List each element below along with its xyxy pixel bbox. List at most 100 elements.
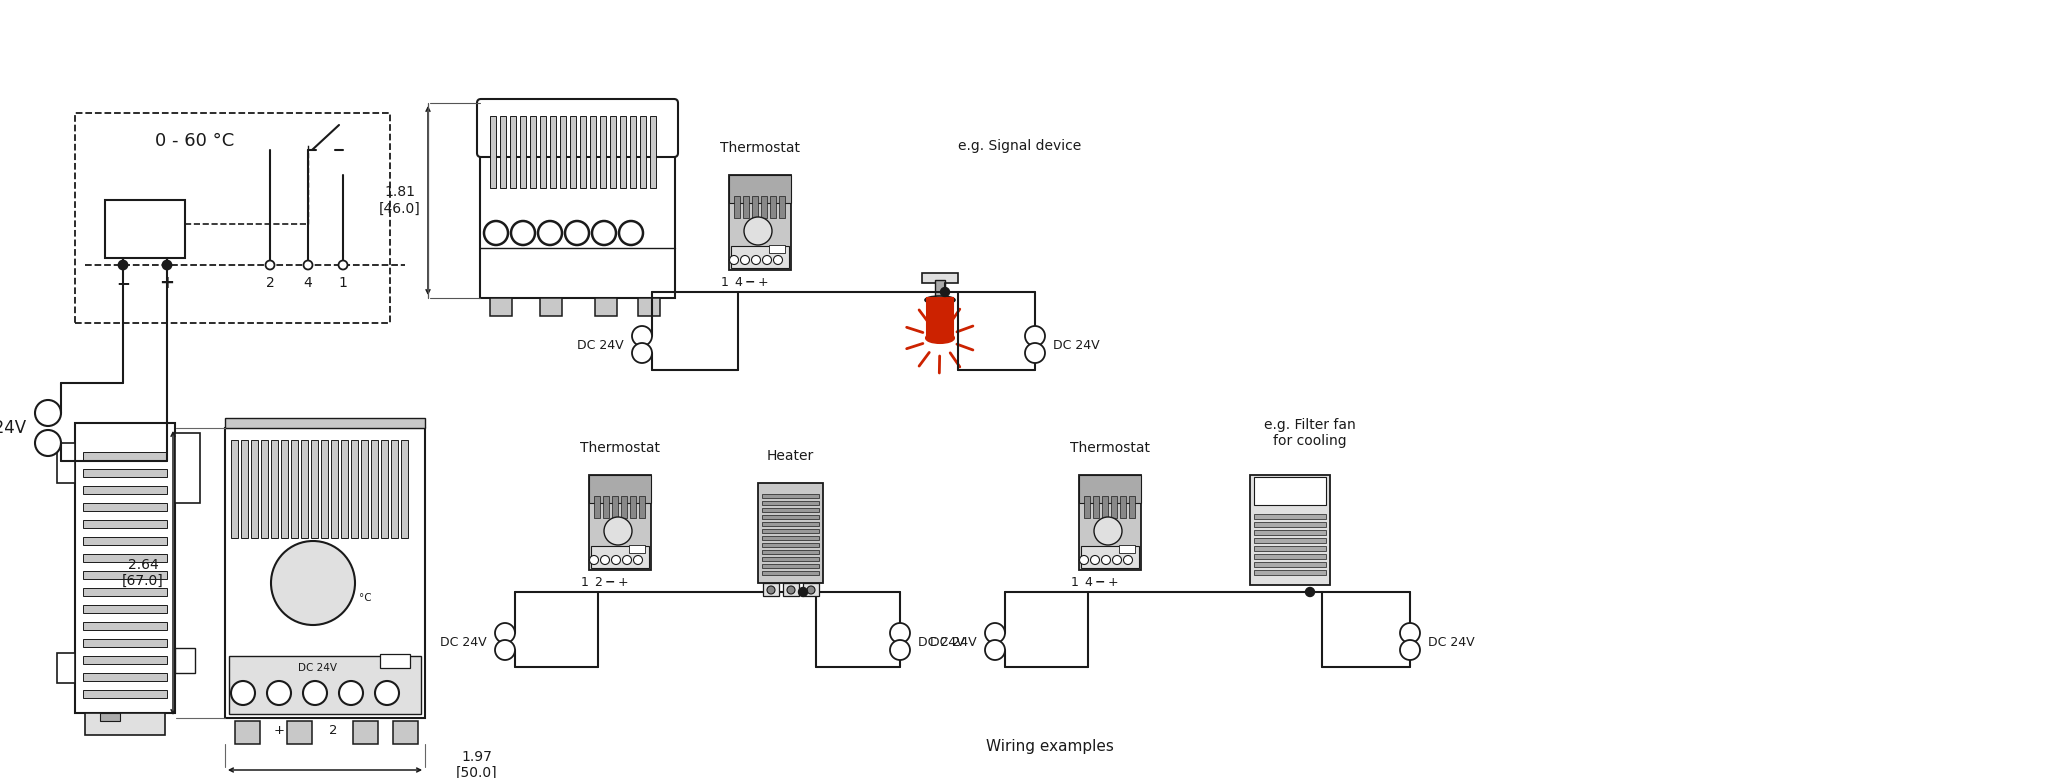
- Circle shape: [786, 586, 795, 594]
- Text: −: −: [604, 576, 614, 588]
- Bar: [332, 440, 338, 538]
- Bar: [762, 501, 819, 505]
- Bar: [782, 583, 799, 596]
- Bar: [84, 554, 168, 562]
- Bar: [928, 298, 952, 338]
- Bar: [84, 588, 168, 596]
- Bar: [229, 656, 422, 714]
- Bar: [762, 529, 819, 533]
- Bar: [639, 496, 645, 518]
- Bar: [1081, 546, 1139, 568]
- Text: +: +: [1108, 576, 1118, 588]
- Bar: [174, 433, 201, 503]
- Bar: [1120, 496, 1126, 518]
- Circle shape: [592, 221, 616, 245]
- Text: +: +: [637, 346, 647, 360]
- Bar: [764, 583, 778, 596]
- Text: 1: 1: [582, 576, 590, 588]
- Bar: [762, 543, 819, 547]
- Text: $<\vartheta$: $<\vartheta$: [127, 220, 162, 238]
- Circle shape: [496, 623, 514, 643]
- Bar: [500, 116, 506, 188]
- Circle shape: [729, 255, 739, 265]
- Text: 1: 1: [401, 724, 410, 738]
- Bar: [301, 440, 307, 538]
- Text: DC 24V: DC 24V: [737, 248, 766, 258]
- Text: Thermostat: Thermostat: [1069, 441, 1151, 455]
- Circle shape: [891, 640, 909, 660]
- Circle shape: [807, 586, 815, 594]
- Text: +: +: [895, 643, 905, 657]
- Bar: [936, 280, 944, 298]
- Text: −: −: [41, 405, 55, 420]
- Circle shape: [303, 261, 313, 269]
- Circle shape: [162, 261, 172, 269]
- Circle shape: [600, 555, 610, 565]
- Bar: [104, 200, 184, 258]
- Bar: [762, 564, 819, 568]
- Bar: [86, 713, 166, 735]
- Bar: [291, 440, 299, 538]
- Bar: [391, 440, 397, 538]
- Ellipse shape: [926, 296, 954, 304]
- Circle shape: [35, 430, 61, 456]
- Bar: [631, 116, 637, 188]
- Bar: [731, 246, 788, 268]
- Text: 60: 60: [317, 550, 330, 559]
- Bar: [580, 116, 586, 188]
- Circle shape: [270, 541, 354, 625]
- Text: 20: 20: [281, 563, 293, 573]
- Text: +: +: [41, 436, 55, 450]
- Bar: [352, 721, 379, 744]
- Circle shape: [483, 221, 508, 245]
- Bar: [1253, 530, 1325, 535]
- Text: −: −: [1030, 330, 1040, 342]
- Bar: [381, 440, 387, 538]
- Bar: [1249, 475, 1329, 585]
- Text: Thermostat: Thermostat: [721, 141, 801, 155]
- Bar: [631, 496, 637, 518]
- Text: −: −: [1405, 626, 1415, 640]
- Bar: [479, 103, 676, 298]
- Bar: [649, 116, 655, 188]
- Circle shape: [1024, 343, 1044, 363]
- Circle shape: [741, 255, 750, 265]
- Bar: [1094, 496, 1100, 518]
- Bar: [569, 116, 575, 188]
- Bar: [520, 116, 526, 188]
- Bar: [551, 116, 555, 188]
- Text: 4: 4: [303, 276, 313, 290]
- Bar: [393, 721, 418, 744]
- Circle shape: [768, 586, 774, 594]
- Circle shape: [512, 221, 535, 245]
- Bar: [84, 452, 168, 460]
- Circle shape: [266, 261, 274, 269]
- Circle shape: [231, 681, 256, 705]
- Bar: [592, 546, 649, 568]
- Bar: [639, 116, 645, 188]
- Circle shape: [338, 261, 348, 269]
- Circle shape: [590, 555, 598, 565]
- Circle shape: [891, 623, 909, 643]
- Bar: [762, 196, 768, 218]
- Circle shape: [985, 623, 1006, 643]
- Bar: [743, 196, 750, 218]
- Bar: [762, 536, 819, 540]
- Circle shape: [752, 255, 760, 265]
- Bar: [729, 175, 791, 270]
- Text: 1: 1: [721, 275, 729, 289]
- Bar: [84, 622, 168, 630]
- Bar: [1253, 477, 1325, 505]
- Bar: [541, 116, 547, 188]
- Bar: [612, 496, 618, 518]
- Bar: [762, 571, 819, 575]
- Text: 4: 4: [1083, 576, 1092, 588]
- Circle shape: [340, 681, 362, 705]
- Bar: [76, 423, 174, 713]
- Bar: [371, 440, 379, 538]
- Bar: [733, 196, 739, 218]
- Text: +: +: [500, 643, 510, 657]
- Bar: [762, 522, 819, 526]
- Circle shape: [1079, 555, 1087, 565]
- Text: DC 24V: DC 24V: [578, 338, 625, 352]
